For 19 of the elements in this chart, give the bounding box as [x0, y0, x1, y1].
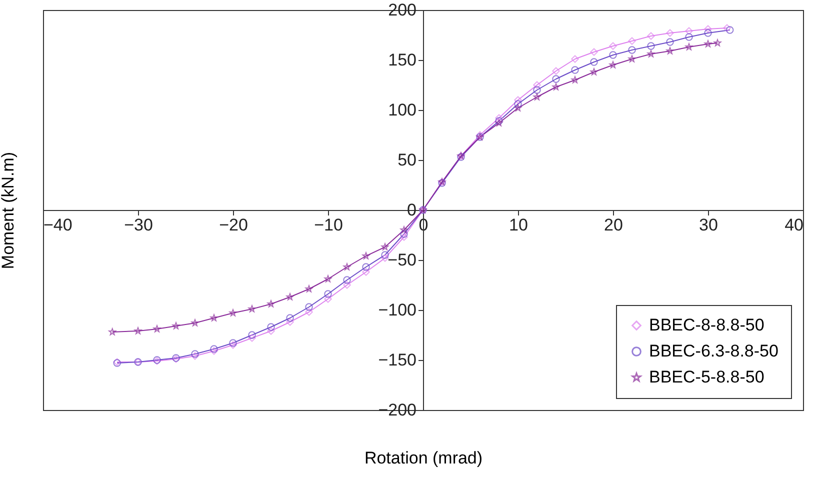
x-tick-label: 30	[699, 216, 718, 234]
y-tick-label: −100	[378, 300, 416, 320]
x-axis-title: Rotation (mrad)	[364, 448, 483, 468]
y-tick-label: 150	[388, 50, 416, 70]
legend-label: BBEC-5-8.8-50	[649, 368, 764, 386]
legend-label: BBEC-6.3-8.8-50	[649, 342, 778, 360]
x-tick-label: 10	[509, 216, 528, 234]
legend-label: BBEC-8-8.8-50	[649, 316, 764, 334]
x-tick-label: 40	[784, 216, 804, 234]
x-tick-label: −20	[219, 216, 248, 234]
y-tick-label: 50	[398, 150, 416, 170]
y-tick-label: −50	[388, 250, 416, 270]
x-tick-label: 20	[604, 216, 623, 234]
y-axis-title: Moment (kN.m)	[0, 152, 18, 270]
y-tick-label: −150	[378, 350, 416, 370]
x-tick-label: −10	[314, 216, 343, 234]
x-tick-label: −40	[44, 216, 72, 234]
y-tick-label: 100	[388, 100, 416, 120]
x-tick-label: −30	[124, 216, 153, 234]
